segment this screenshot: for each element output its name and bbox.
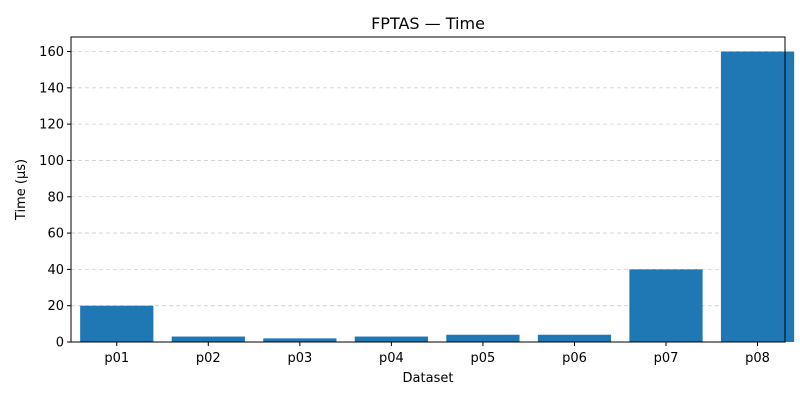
x-axis-label: Dataset — [403, 371, 454, 386]
x-tick-label: p07 — [654, 351, 679, 366]
y-tick-label: 120 — [39, 118, 64, 133]
x-tick-label: p08 — [745, 351, 770, 366]
y-tick-label: 80 — [47, 190, 64, 205]
bar-p07 — [629, 269, 703, 342]
y-tick-label: 140 — [39, 81, 64, 96]
bar-p08 — [720, 51, 795, 343]
grid-lines — [71, 51, 785, 307]
x-tick-label: p04 — [379, 351, 404, 366]
bar-p01 — [80, 305, 154, 342]
x-tick-label: p03 — [287, 351, 312, 366]
x-axis: p01 p02 p03 p04 p05 p06 p07 p08 — [104, 342, 770, 366]
y-tick-label: 60 — [47, 227, 64, 242]
bar-p04 — [354, 336, 428, 342]
y-tick-label: 20 — [47, 299, 64, 314]
y-tick-label: 100 — [39, 154, 64, 169]
x-tick-label: p01 — [104, 351, 129, 366]
y-tick-label: 160 — [39, 45, 64, 60]
bar-p03 — [263, 338, 337, 342]
x-tick-label: p06 — [562, 351, 587, 366]
x-tick-label: p05 — [471, 351, 496, 366]
bars-group — [80, 51, 795, 343]
y-tick-label: 40 — [47, 263, 64, 278]
x-tick-label: p02 — [196, 351, 221, 366]
bar-p02 — [171, 336, 245, 342]
plot-frame — [70, 36, 786, 343]
y-axis-label: Time (µs) — [14, 159, 29, 221]
y-axis: 0 20 40 60 80 100 120 140 160 — [39, 45, 71, 351]
chart-title: FPTAS — Time — [371, 14, 485, 33]
y-tick-label: 0 — [56, 336, 64, 351]
bar-p05 — [446, 334, 520, 342]
bar-p06 — [537, 334, 612, 342]
